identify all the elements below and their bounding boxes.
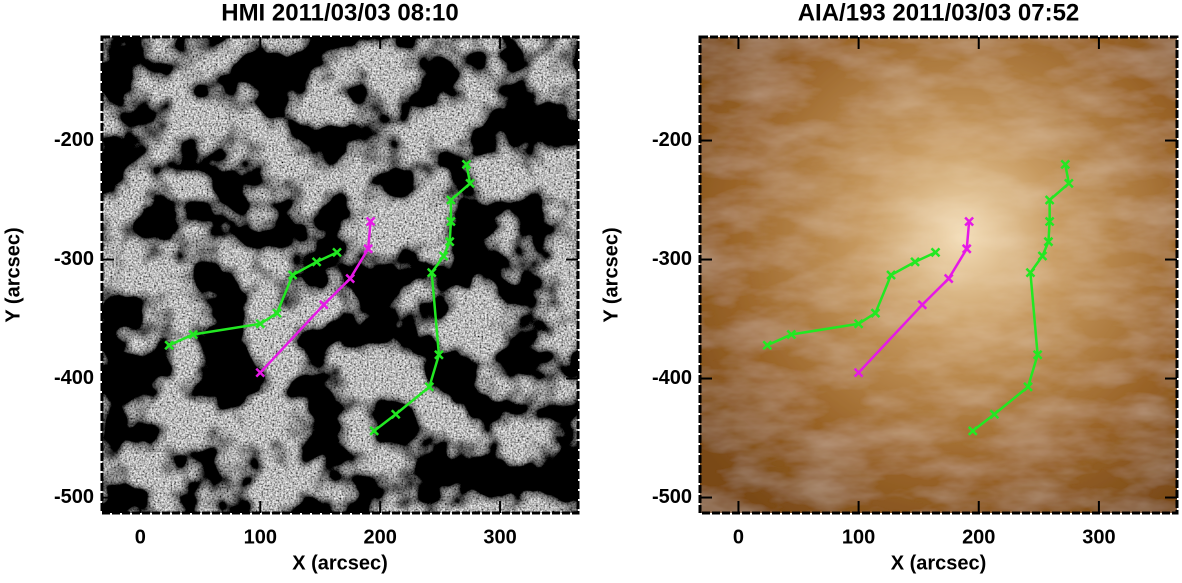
track-marker	[255, 367, 266, 378]
y-tick-label: -300	[652, 248, 692, 270]
track-marker	[311, 257, 322, 267]
track-marker	[365, 216, 376, 227]
track-marker	[444, 236, 455, 247]
euv-image	[700, 37, 1177, 513]
track-marker	[1043, 236, 1054, 247]
track-marker	[1060, 159, 1071, 170]
track-marker	[272, 308, 282, 318]
y-tick-label: -200	[652, 129, 692, 151]
y-axis-label: Y (arcsec)	[600, 227, 622, 322]
track-marker	[1037, 251, 1048, 261]
track-marker	[318, 299, 329, 310]
track-marker	[870, 308, 881, 318]
track-marker	[853, 318, 864, 329]
x-tick-label: 100	[244, 526, 277, 548]
track-marker	[424, 381, 435, 392]
y-tick-label: -500	[652, 486, 692, 508]
x-tick-label: 0	[733, 526, 744, 548]
track-marker	[762, 340, 773, 351]
track-marker	[390, 409, 401, 420]
y-tick-label: -200	[54, 129, 94, 151]
track-marker	[465, 178, 475, 189]
x-axis-label: X (arcsec)	[292, 552, 388, 574]
x-tick-label: 100	[842, 526, 875, 548]
track-marker	[434, 349, 444, 360]
x-tick-label: 0	[135, 526, 146, 548]
y-tick-label: -500	[54, 486, 94, 508]
track-marker	[426, 267, 437, 278]
chart-title: AIA/193 2011/03/03 07:52	[798, 0, 1080, 26]
track-marker	[1023, 381, 1033, 392]
track-marker	[1044, 216, 1055, 227]
y-tick-label: -400	[54, 367, 94, 389]
track-marker	[332, 247, 342, 258]
track-marker	[1044, 195, 1055, 205]
track-marker	[1032, 349, 1043, 360]
track-marker	[287, 270, 298, 280]
track-marker	[369, 426, 380, 436]
track-marker	[853, 367, 864, 378]
track-marker	[910, 257, 920, 267]
plot-frame	[100, 35, 580, 515]
track-marker	[961, 243, 972, 254]
track-marker	[446, 216, 456, 227]
track-marker	[930, 247, 941, 258]
track-marker	[917, 299, 928, 310]
track-marker	[967, 426, 978, 436]
track-marker	[1025, 267, 1036, 278]
track-marker	[1063, 178, 1074, 189]
chart-title: HMI 2011/03/03 08:10	[221, 0, 459, 26]
x-axis-label: X (arcsec)	[891, 552, 987, 574]
y-tick-label: -400	[652, 367, 692, 389]
track-marker	[786, 329, 797, 340]
track-marker	[255, 318, 266, 329]
track-marker	[363, 243, 374, 254]
x-tick-label: 200	[363, 526, 396, 548]
y-axis-label: Y (arcsec)	[2, 227, 24, 322]
track-marker	[188, 329, 199, 340]
x-tick-label: 300	[1082, 526, 1115, 548]
track-marker	[886, 270, 896, 280]
magnetogram-image	[102, 37, 578, 513]
track-marker	[989, 409, 1000, 420]
track-marker	[345, 273, 356, 284]
track-marker	[164, 340, 175, 351]
track-marker	[964, 216, 975, 227]
y-tick-label: -300	[54, 248, 94, 270]
track-marker	[438, 251, 449, 261]
x-tick-label: 200	[962, 526, 995, 548]
track-marker	[461, 159, 472, 170]
x-tick-label: 300	[483, 526, 516, 548]
plot-frame	[698, 35, 1179, 515]
track-marker	[943, 273, 954, 284]
track-marker	[446, 195, 456, 205]
